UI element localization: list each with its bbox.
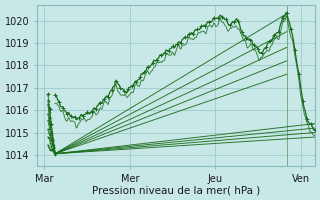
X-axis label: Pression niveau de la mer( hPa ): Pression niveau de la mer( hPa )	[92, 185, 260, 195]
